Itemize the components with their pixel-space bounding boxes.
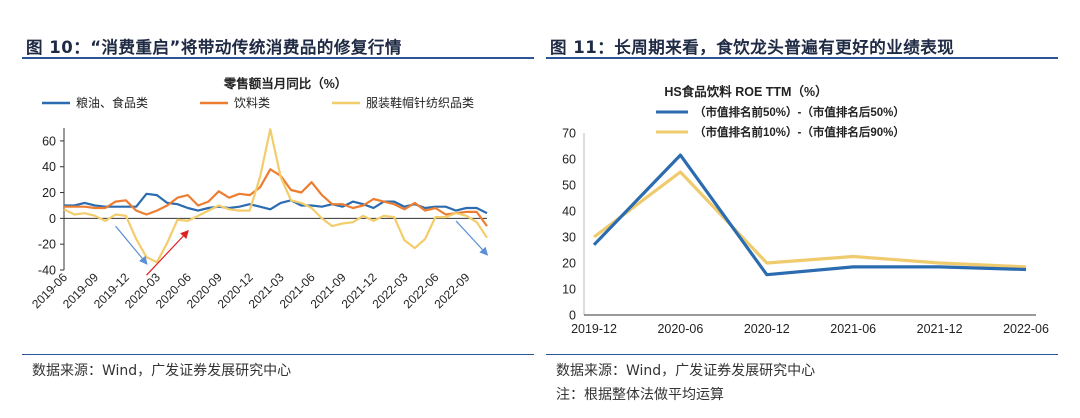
figure-11-top-rule	[546, 57, 1058, 59]
x-tick-label: 2020-06	[657, 322, 703, 336]
x-tick-label: 2022-06	[1003, 322, 1049, 336]
figure-10-top-rule	[22, 57, 534, 59]
y-tick-label: 0	[569, 309, 576, 323]
y-tick-label: 40	[562, 205, 576, 219]
y-tick-label: 60	[562, 153, 576, 167]
figure-10-source: 数据来源：Wind，广发证券发展研究中心	[32, 363, 292, 379]
figure-11-bottom-rule	[546, 354, 1058, 355]
series-line-2	[64, 168, 488, 227]
legend-label-2: （市值排名前10%）-（市值排名后90%）	[694, 125, 905, 139]
annotation-arrow-1	[115, 225, 148, 265]
roe-ttm-line-chart: HS食品饮料 ROE TTM（%） （市值排名前50%）-（市值排名后50%） （市…	[562, 84, 1049, 336]
y-tick-label: 60	[42, 134, 56, 148]
x-tick-label: 2020-12	[744, 322, 790, 336]
series-line-3	[63, 128, 488, 264]
y-tick-label: 10	[562, 283, 576, 297]
chart-title: HS食品饮料 ROE TTM（%）	[664, 84, 827, 99]
legend-label-3: 服装鞋帽针纺织品类	[366, 95, 474, 110]
annotation-arrow-2	[146, 230, 189, 276]
y-tick-label: 70	[562, 127, 576, 141]
x-tick-label: 2021-12	[917, 322, 963, 336]
y-tick-label: 30	[562, 231, 576, 245]
figure-11-panel: 图 11：长周期来看，食饮龙头普遍有更好的业绩表现 HS食品饮料 ROE TTM…	[546, 0, 1058, 418]
x-tick-label: 2019-12	[571, 322, 617, 336]
y-tick-label: -40	[38, 264, 56, 278]
figure-11-source: 数据来源：Wind，广发证券发展研究中心	[556, 363, 816, 379]
annotation-arrow-3	[455, 220, 489, 256]
figure-11-note: 注：根据整体法做平均运算	[556, 387, 724, 403]
chart-title: 零售额当月同比（%）	[223, 76, 348, 91]
figure-10-bottom-rule	[22, 354, 534, 355]
legend-label-1: 粮油、食品类	[76, 95, 148, 110]
series-line-2	[593, 170, 1027, 269]
x-tick-label: 2022-09	[431, 270, 472, 311]
figure-10-panel: 图 10：“消费重启”将带动传统消费品的修复行情 零售额当月同比（%） 粮油、食品…	[22, 0, 534, 418]
y-tick-label: 0	[49, 212, 56, 226]
retail-yoy-line-chart: 零售额当月同比（%） 粮油、食品类 饮料类 服装鞋帽针纺织品类 -40 -20 0 20 40 6…	[29, 76, 489, 311]
y-tick-label: 20	[562, 257, 576, 271]
series-line-1	[592, 153, 1027, 277]
legend-label-2: 饮料类	[234, 96, 270, 110]
y-tick-label: -20	[38, 238, 56, 252]
legend-label-1: （市值排名前50%）-（市值排名后50%）	[694, 105, 905, 119]
y-tick-label: 40	[42, 160, 56, 174]
y-tick-label: 50	[562, 179, 576, 193]
figure-11-title: 图 11：长周期来看，食饮龙头普遍有更好的业绩表现	[550, 38, 955, 57]
y-tick-label: 20	[42, 186, 56, 200]
figure-10-title: 图 10：“消费重启”将带动传统消费品的修复行情	[26, 38, 402, 57]
x-tick-label: 2021-06	[830, 322, 876, 336]
